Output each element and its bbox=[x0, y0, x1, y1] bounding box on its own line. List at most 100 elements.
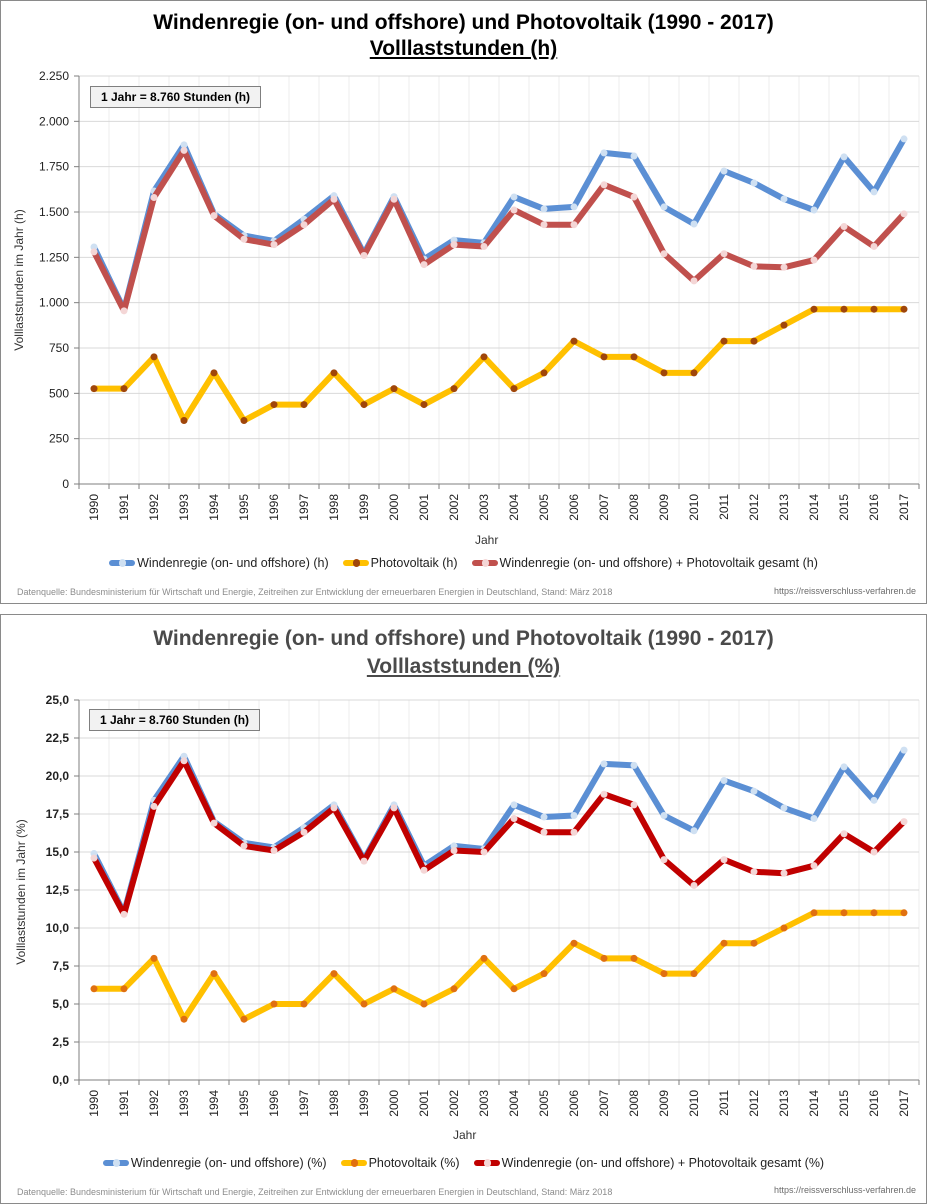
x-tick-label: 1994 bbox=[207, 1090, 221, 1117]
data-point-combined bbox=[840, 830, 848, 838]
data-point-wind bbox=[510, 193, 518, 201]
x-tick-label: 2015 bbox=[837, 1090, 851, 1117]
data-point-combined bbox=[480, 242, 488, 250]
data-point-combined bbox=[510, 206, 518, 214]
data-point-combined bbox=[900, 210, 908, 218]
x-tick-label: 2006 bbox=[567, 1090, 581, 1117]
data-point-wind bbox=[840, 153, 848, 161]
x-tick-label: 2016 bbox=[867, 494, 881, 521]
data-point-pv bbox=[540, 970, 548, 978]
data-point-combined bbox=[390, 195, 398, 203]
data-point-combined bbox=[690, 277, 698, 285]
data-point-wind bbox=[690, 220, 698, 228]
x-tick-label: 1990 bbox=[87, 1090, 101, 1117]
x-tick-label: 2014 bbox=[807, 494, 821, 521]
x-tick-label: 2004 bbox=[507, 1090, 521, 1117]
data-point-combined bbox=[90, 854, 98, 862]
data-point-combined bbox=[240, 842, 248, 850]
data-point-pv bbox=[660, 970, 668, 978]
data-point-combined bbox=[420, 866, 428, 874]
data-point-pv bbox=[720, 337, 728, 345]
data-point-combined bbox=[210, 212, 218, 220]
data-point-wind bbox=[570, 203, 578, 211]
data-point-combined bbox=[420, 261, 428, 269]
data-point-combined bbox=[300, 221, 308, 229]
y-tick-label: 1.500 bbox=[39, 205, 69, 219]
x-tick-label: 2013 bbox=[777, 494, 791, 521]
y-tick-label: 17,5 bbox=[46, 807, 70, 821]
series-line-pv bbox=[91, 306, 907, 424]
data-point-combined bbox=[600, 181, 608, 189]
x-tick-label: 1993 bbox=[177, 1090, 191, 1117]
data-point-pv bbox=[240, 1015, 248, 1023]
chart-title: Windenregie (on- und offshore) und Photo… bbox=[153, 627, 774, 650]
series-line-combined bbox=[91, 757, 907, 918]
data-point-pv bbox=[780, 321, 788, 329]
data-point-pv bbox=[600, 353, 608, 361]
x-tick-label: 2017 bbox=[897, 1090, 911, 1117]
data-point-pv bbox=[390, 985, 398, 993]
chart-subtitle: Volllaststunden (%) bbox=[366, 655, 561, 678]
data-point-combined bbox=[150, 193, 158, 201]
data-point-pv bbox=[900, 305, 908, 313]
x-tick-label: 1995 bbox=[237, 494, 251, 521]
legend-swatch-combined bbox=[473, 1159, 500, 1167]
data-point-combined bbox=[840, 223, 848, 231]
y-tick-label: 0 bbox=[62, 477, 69, 491]
data-point-wind bbox=[870, 796, 878, 804]
x-tick-label: 1996 bbox=[267, 1090, 281, 1117]
legend-swatch-pv bbox=[340, 1159, 367, 1167]
y-tick-label: 0,0 bbox=[52, 1073, 69, 1087]
data-point-combined bbox=[660, 856, 668, 864]
note-box: 1 Jahr = 8.760 Stunden (h) bbox=[89, 709, 261, 731]
y-tick-label: 500 bbox=[49, 386, 69, 400]
x-tick-label: 1992 bbox=[147, 1090, 161, 1117]
y-tick-label: 1.000 bbox=[39, 296, 69, 310]
legend: Windenregie (on- und offshore) (h) Photo… bbox=[1, 556, 926, 570]
x-tick-label: 1991 bbox=[117, 494, 131, 521]
x-tick-label: 2017 bbox=[897, 494, 911, 521]
line-chart-hours: 0 250 500 750 1.000 1.250 1.500 1.750 2.000 2.250… bbox=[39, 69, 920, 521]
x-tick-label: 1996 bbox=[267, 494, 281, 521]
grid bbox=[78, 75, 920, 485]
data-point-combined bbox=[360, 857, 368, 865]
x-tick-label: 2015 bbox=[837, 494, 851, 521]
data-point-pv bbox=[870, 909, 878, 917]
x-tick-label: 1995 bbox=[237, 1090, 251, 1117]
data-point-pv bbox=[780, 924, 788, 932]
data-point-pv bbox=[240, 417, 248, 425]
legend-label: Windenregie (on- und offshore) + Photovo… bbox=[499, 556, 818, 570]
legend-item-pv: Photovoltaik (%) bbox=[340, 1156, 460, 1170]
data-point-wind bbox=[870, 188, 878, 196]
data-point-pv bbox=[450, 385, 458, 393]
data-point-wind bbox=[540, 205, 548, 213]
x-tick-label: 2008 bbox=[627, 1090, 641, 1117]
x-tick-label: 2005 bbox=[537, 494, 551, 521]
data-point-pv bbox=[690, 369, 698, 377]
data-point-pv bbox=[840, 909, 848, 917]
x-axis-label: Jahr bbox=[453, 1128, 477, 1142]
data-point-wind bbox=[630, 152, 638, 160]
grid bbox=[78, 699, 920, 1081]
y-tick-label: 15,0 bbox=[46, 845, 70, 859]
data-point-pv bbox=[90, 385, 98, 393]
x-tick-label: 2008 bbox=[627, 494, 641, 521]
data-source: Datenquelle: Bundesministerium für Wirts… bbox=[17, 587, 613, 597]
data-point-pv bbox=[360, 1000, 368, 1008]
data-point-pv bbox=[750, 337, 758, 345]
data-point-pv bbox=[720, 939, 728, 947]
data-point-wind bbox=[90, 243, 98, 251]
x-tick-label: 1999 bbox=[357, 1090, 371, 1117]
series-combined bbox=[90, 146, 908, 315]
data-point-pv bbox=[300, 1000, 308, 1008]
line-chart-percent: 0,0 2,5 5,0 7,5 10,0 12,5 15,0 17,5 20,0 22,5 25,0… bbox=[46, 693, 920, 1117]
y-tick-label: 2.250 bbox=[39, 69, 69, 83]
data-point-pv bbox=[630, 353, 638, 361]
data-point-wind bbox=[750, 787, 758, 795]
data-point-combined bbox=[480, 848, 488, 856]
x-tick-label: 2003 bbox=[477, 494, 491, 521]
legend-swatch-wind bbox=[109, 559, 136, 567]
legend-label: Windenregie (on- und offshore) + Photovo… bbox=[501, 1156, 825, 1170]
data-point-combined bbox=[510, 815, 518, 823]
x-tick-label: 2014 bbox=[807, 1090, 821, 1117]
